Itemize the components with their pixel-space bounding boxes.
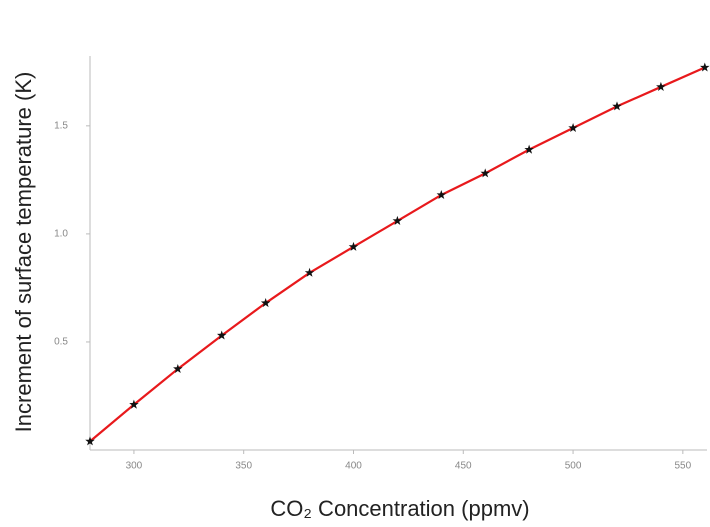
x-tick-label: 450 xyxy=(455,461,472,472)
star-marker xyxy=(524,144,534,154)
star-marker xyxy=(392,215,403,225)
star-marker xyxy=(348,241,359,251)
x-tick-label: 550 xyxy=(675,461,692,472)
x-axis-title: CO₂ Concentration (ppmv) xyxy=(270,496,529,521)
star-marker xyxy=(700,62,710,72)
star-marker xyxy=(480,168,490,178)
y-tick-label: 0.5 xyxy=(54,337,68,348)
star-marker xyxy=(612,101,622,111)
x-tick-label: 500 xyxy=(565,461,582,472)
star-marker xyxy=(85,436,95,446)
y-axis-title: Increment of surface temperature (K) xyxy=(11,72,36,433)
y-tick-label: 1.0 xyxy=(54,229,68,240)
y-tick-label: 1.5 xyxy=(54,120,68,131)
star-marker xyxy=(173,364,183,373)
star-marker xyxy=(436,190,447,199)
x-tick-label: 400 xyxy=(345,461,362,472)
star-marker xyxy=(129,399,139,409)
x-tick-label: 350 xyxy=(235,461,252,472)
star-marker xyxy=(656,81,666,91)
data-line xyxy=(89,66,706,443)
star-marker xyxy=(217,330,227,340)
star-marker xyxy=(568,123,578,132)
star-marker xyxy=(260,298,271,308)
star-marker xyxy=(304,267,315,277)
x-tick-label: 300 xyxy=(126,461,143,472)
